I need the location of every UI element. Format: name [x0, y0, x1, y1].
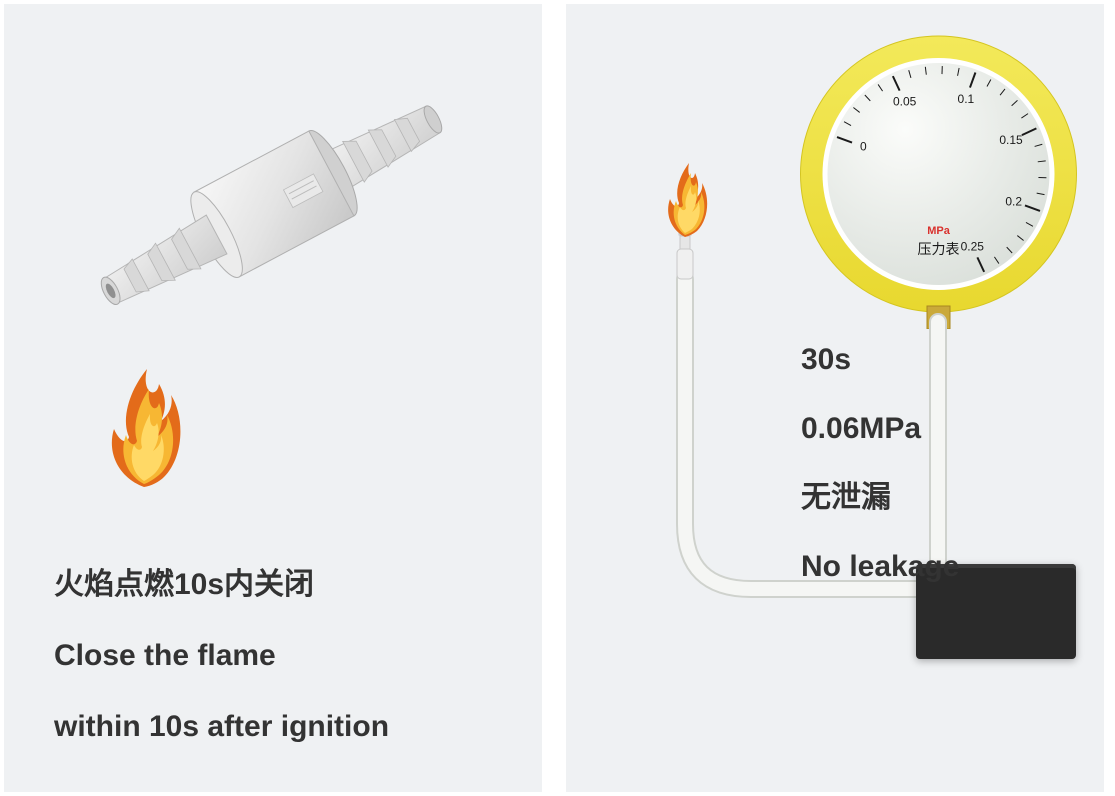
- svg-text:0.1: 0.1: [958, 92, 975, 106]
- valve-illustration: [64, 44, 484, 364]
- left-text-line1: 火焰点燃10s内关闭: [54, 559, 389, 610]
- right-text-line2: 0.06MPa: [801, 403, 959, 454]
- svg-text:0: 0: [860, 140, 867, 154]
- right-text-block: 30s 0.06MPa 无泄漏 No leakage: [801, 334, 959, 592]
- left-text-line2: Close the flame: [54, 630, 389, 681]
- flame-icon: [99, 359, 189, 489]
- left-text-line3: within 10s after ignition: [54, 701, 389, 752]
- flame-icon: [661, 159, 709, 239]
- right-text-line3: 无泄漏: [801, 472, 959, 523]
- left-text-block: 火焰点燃10s内关闭 Close the flame within 10s af…: [54, 559, 389, 752]
- panel-valve-flame: 火焰点燃10s内关闭 Close the flame within 10s af…: [4, 4, 542, 792]
- right-text-line4: No leakage: [801, 541, 959, 592]
- svg-text:0.15: 0.15: [999, 133, 1023, 147]
- panel-gauge-test: 00.050.10.150.20.25 MPa 压力表: [566, 4, 1104, 792]
- svg-text:0.05: 0.05: [893, 94, 917, 108]
- svg-text:0.2: 0.2: [1005, 194, 1022, 208]
- valve-svg: [64, 44, 484, 364]
- right-text-line1: 30s: [801, 334, 959, 385]
